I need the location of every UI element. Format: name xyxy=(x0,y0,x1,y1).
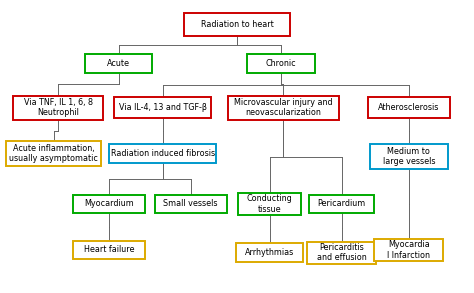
Text: Acute inflammation,
usually asymptomatic: Acute inflammation, usually asymptomatic xyxy=(9,144,98,163)
Text: Pericarditis
and effusion: Pericarditis and effusion xyxy=(317,243,366,263)
FancyBboxPatch shape xyxy=(307,242,376,263)
FancyBboxPatch shape xyxy=(13,96,103,120)
FancyBboxPatch shape xyxy=(183,13,291,36)
FancyBboxPatch shape xyxy=(73,241,145,259)
Text: Myocardium: Myocardium xyxy=(84,200,134,208)
FancyBboxPatch shape xyxy=(368,97,449,118)
FancyBboxPatch shape xyxy=(236,243,303,262)
FancyBboxPatch shape xyxy=(370,144,448,169)
FancyBboxPatch shape xyxy=(114,97,211,118)
Text: Pericardium: Pericardium xyxy=(318,200,365,208)
Text: Via TNF, IL 1, 6, 8
Neutrophil: Via TNF, IL 1, 6, 8 Neutrophil xyxy=(24,98,92,117)
Text: Acute: Acute xyxy=(107,59,130,68)
Text: Atherosclerosis: Atherosclerosis xyxy=(378,103,439,112)
Text: Small vessels: Small vessels xyxy=(164,200,218,208)
FancyBboxPatch shape xyxy=(374,239,443,261)
FancyBboxPatch shape xyxy=(73,195,145,213)
FancyBboxPatch shape xyxy=(85,54,152,73)
Text: Arrhythmias: Arrhythmias xyxy=(245,248,294,257)
FancyBboxPatch shape xyxy=(238,193,301,215)
Text: Conducting
tissue: Conducting tissue xyxy=(246,194,292,214)
Text: Radiation to heart: Radiation to heart xyxy=(201,20,273,29)
FancyBboxPatch shape xyxy=(309,195,374,213)
Text: Via IL-4, 13 and TGF-β: Via IL-4, 13 and TGF-β xyxy=(118,103,207,112)
Text: Myocardia
l Infarction: Myocardia l Infarction xyxy=(387,240,430,260)
FancyBboxPatch shape xyxy=(155,195,227,213)
Text: Heart failure: Heart failure xyxy=(84,245,135,254)
FancyBboxPatch shape xyxy=(247,54,315,73)
Text: Chronic: Chronic xyxy=(266,59,296,68)
Text: Radiation induced fibrosis: Radiation induced fibrosis xyxy=(110,149,215,158)
FancyBboxPatch shape xyxy=(109,144,216,163)
FancyBboxPatch shape xyxy=(6,142,101,166)
FancyBboxPatch shape xyxy=(228,96,339,120)
Text: Medium to
large vessels: Medium to large vessels xyxy=(383,147,435,166)
Text: Microvascular injury and
neovascularization: Microvascular injury and neovascularizat… xyxy=(234,98,333,117)
